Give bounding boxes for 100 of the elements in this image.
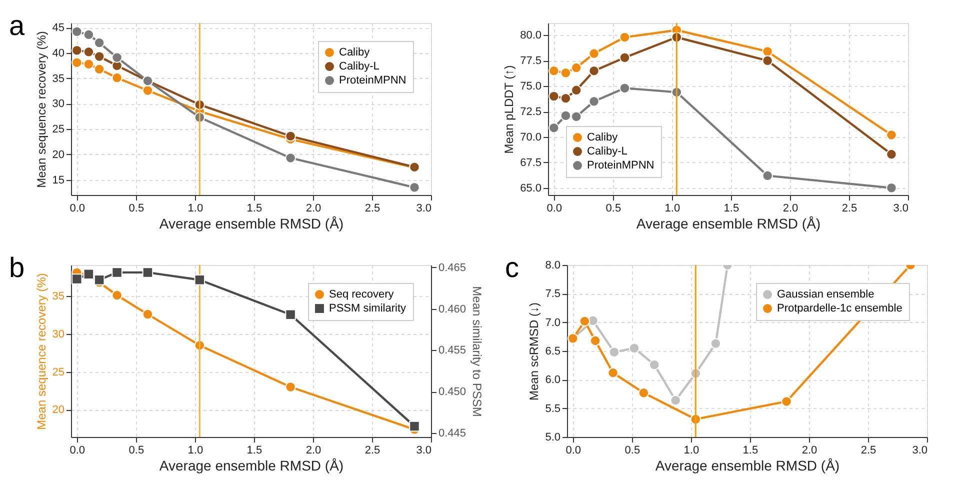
point bbox=[762, 170, 773, 182]
point bbox=[781, 396, 792, 407]
legend-label: Protpardelle-1c ensemble bbox=[777, 302, 902, 314]
point bbox=[762, 55, 773, 66]
point bbox=[619, 32, 630, 43]
point bbox=[710, 338, 722, 349]
legend-label: ProteinMPNN bbox=[339, 74, 406, 86]
x-tick-label: 2.5 bbox=[364, 202, 380, 214]
y-axis-title: Mean sequence recovery (%) bbox=[34, 31, 48, 188]
point bbox=[83, 58, 94, 70]
y-tick-label: 7.5 bbox=[545, 288, 560, 300]
y-tick-label: 45 bbox=[52, 22, 64, 34]
point bbox=[285, 130, 296, 142]
legend-label: Caliby bbox=[339, 46, 370, 58]
x-tick-label: 1.5 bbox=[246, 444, 262, 456]
point bbox=[560, 110, 572, 121]
point bbox=[142, 267, 154, 278]
x-tick-label: 0.5 bbox=[606, 202, 622, 214]
y-tick-label: 5.0 bbox=[545, 432, 560, 444]
x-tick-label: 0.5 bbox=[128, 444, 144, 456]
point bbox=[579, 316, 590, 327]
x-tick-label: 1.0 bbox=[188, 202, 204, 214]
point bbox=[886, 148, 897, 160]
y-tick-label: 20 bbox=[52, 148, 64, 161]
legend-label: Gaussian ensemble bbox=[777, 288, 874, 300]
legend-label: Seq recovery bbox=[329, 288, 394, 300]
point bbox=[112, 52, 122, 63]
x-tick-label: 1.0 bbox=[188, 444, 204, 456]
y-tick-label: 80.0 bbox=[520, 30, 542, 42]
legend-label: PSSM similarity bbox=[329, 302, 407, 314]
y-axis-title: Mean pLDDT (↑) bbox=[502, 65, 516, 154]
x-axis-title: Average ensemble RMSD (Å) bbox=[655, 458, 840, 474]
y-tick-label: 35 bbox=[52, 290, 64, 303]
x-tick-label: 0.5 bbox=[624, 444, 640, 456]
y-tick-label: 70.0 bbox=[520, 131, 542, 144]
point bbox=[588, 48, 600, 59]
y-tick-label: 40 bbox=[52, 47, 64, 60]
y2-tick-label: 0.460 bbox=[438, 303, 466, 316]
y-tick-label: 7.0 bbox=[545, 316, 560, 329]
y-tick-label: 5.5 bbox=[545, 402, 560, 415]
x-tick-label: 2.0 bbox=[802, 444, 818, 456]
x-tick-label: 1.0 bbox=[664, 202, 680, 214]
x-tick-label: 1.5 bbox=[742, 444, 758, 456]
x-tick-label: 0.0 bbox=[566, 444, 582, 456]
point bbox=[670, 394, 681, 406]
point bbox=[72, 45, 82, 56]
text: b bbox=[9, 252, 25, 283]
x-tick-label: 2.5 bbox=[860, 444, 876, 456]
x-tick-label: 3.0 bbox=[416, 202, 432, 214]
point bbox=[94, 274, 105, 286]
point bbox=[83, 29, 94, 40]
point bbox=[142, 308, 154, 320]
x-tick-label: 2.5 bbox=[842, 202, 858, 214]
y-tick-label: 6.0 bbox=[545, 374, 560, 386]
point bbox=[608, 346, 620, 358]
legend-label: ProteinMPNN bbox=[587, 160, 654, 172]
point bbox=[648, 359, 660, 370]
point bbox=[590, 335, 601, 346]
y-tick-label: 65.0 bbox=[520, 182, 542, 194]
x-axis-title: Average ensemble RMSD (Å) bbox=[159, 216, 344, 232]
x-tick-label: 0.0 bbox=[546, 202, 562, 214]
point bbox=[72, 274, 82, 284]
point bbox=[548, 90, 560, 102]
point bbox=[548, 65, 560, 76]
point bbox=[94, 37, 105, 48]
y-tick-label: 25 bbox=[52, 124, 64, 136]
y-tick-label: 77.5 bbox=[520, 55, 542, 68]
x-tick-label: 1.5 bbox=[246, 202, 262, 214]
y-tick-label: 30 bbox=[52, 98, 64, 110]
x-tick-label: 0.5 bbox=[128, 202, 144, 214]
x-tick-label: 2.0 bbox=[782, 202, 798, 214]
point bbox=[886, 130, 897, 140]
point bbox=[628, 342, 640, 354]
point bbox=[608, 367, 618, 378]
x-tick-label: 2.0 bbox=[306, 202, 322, 214]
point bbox=[560, 68, 572, 78]
x-tick-label: 0.0 bbox=[70, 202, 86, 214]
point bbox=[409, 182, 420, 193]
x-tick-label: 0.0 bbox=[70, 444, 86, 456]
y2-axis-title: Mean similarity to PSSM bbox=[470, 286, 484, 417]
y-axis-title: Mean scRMSD (↓) bbox=[527, 302, 542, 401]
point bbox=[762, 46, 773, 57]
point bbox=[112, 72, 122, 84]
point bbox=[548, 122, 560, 134]
x-axis-title: Average ensemble RMSD (Å) bbox=[159, 458, 344, 474]
y-tick-label: 6.5 bbox=[545, 346, 560, 358]
x-tick-label: 2.0 bbox=[306, 444, 322, 456]
y-axis-title: Mean sequence recovery (%) bbox=[34, 273, 48, 430]
y-tick-label: 75.0 bbox=[520, 80, 542, 93]
x-tick-label: 3.0 bbox=[893, 202, 908, 214]
point bbox=[72, 26, 82, 37]
point bbox=[560, 92, 572, 104]
y2-tick-label: 0.455 bbox=[438, 344, 466, 357]
point bbox=[94, 64, 105, 75]
y-tick-label: 35 bbox=[52, 72, 64, 85]
point bbox=[142, 85, 154, 96]
point bbox=[285, 152, 296, 164]
point bbox=[619, 82, 630, 94]
y-tick-label: 15 bbox=[52, 174, 64, 186]
x-tick-label: 3.0 bbox=[416, 444, 432, 456]
